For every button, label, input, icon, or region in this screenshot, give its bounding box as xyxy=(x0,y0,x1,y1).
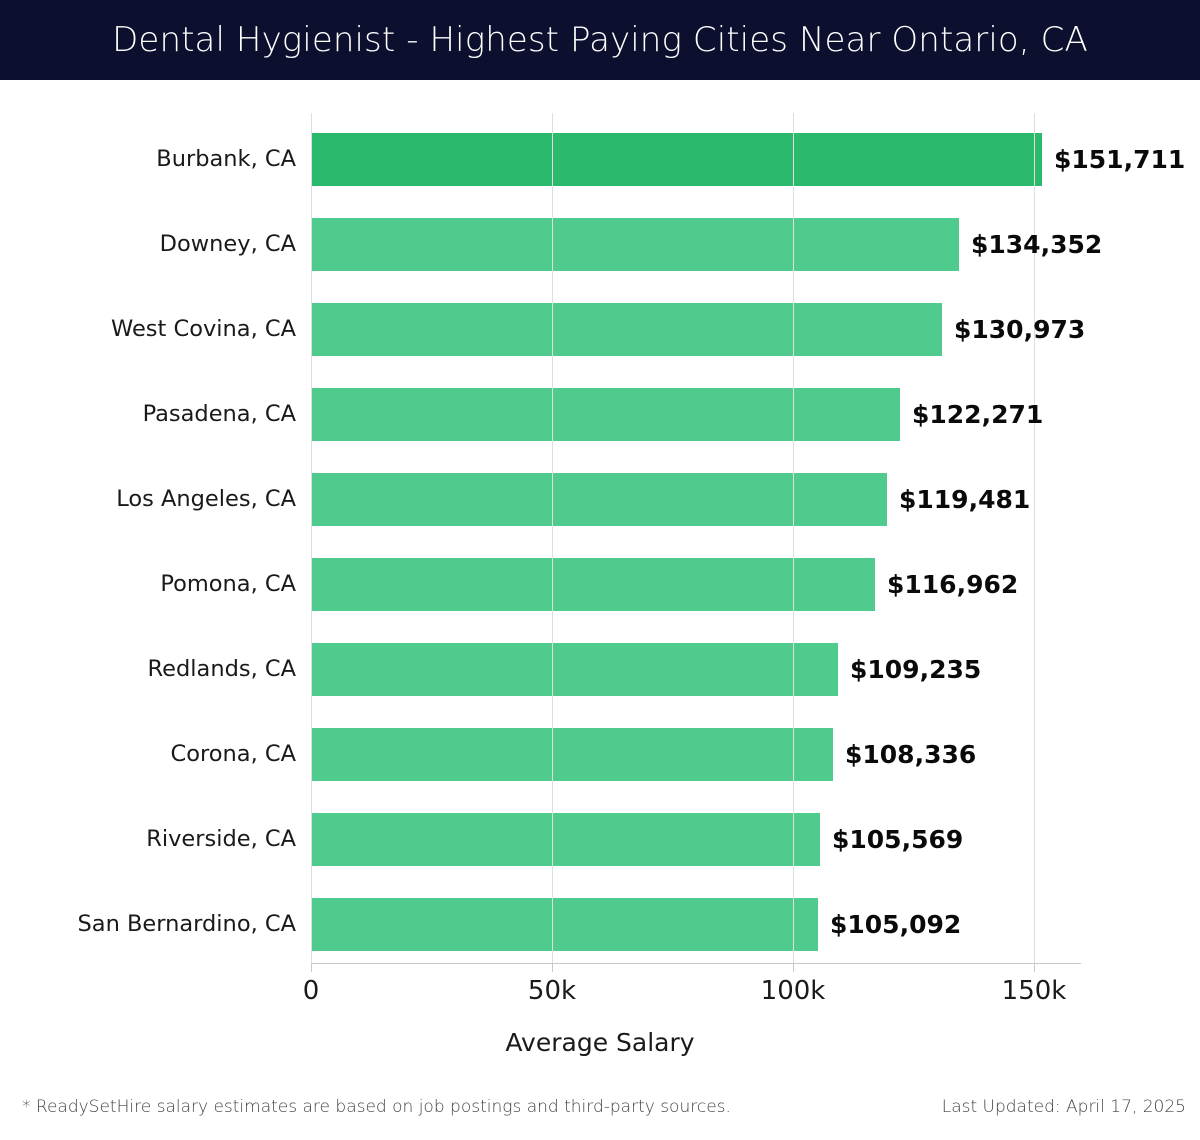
bar[interactable] xyxy=(311,303,942,356)
x-axis-line xyxy=(311,963,1081,964)
bar-row: West Covina, CA $130,973 xyxy=(0,287,1200,372)
x-tick-label: 100k xyxy=(760,976,826,1006)
plot-area: Burbank, CA $151,711 Downey, CA $134,352 Wes… xyxy=(0,80,1200,1140)
bar[interactable] xyxy=(311,643,838,696)
bar[interactable] xyxy=(311,728,833,781)
footer: * ReadySetHire salary estimates are base… xyxy=(0,1097,1200,1127)
bar-value-label: $130,973 xyxy=(954,315,1086,344)
bar-value-label: $108,336 xyxy=(845,740,977,769)
bar-row: Redlands, CA $109,235 xyxy=(0,627,1200,712)
bar[interactable] xyxy=(311,813,820,866)
x-tick-mark xyxy=(793,963,794,972)
bar-row: Pomona, CA $116,962 xyxy=(0,542,1200,627)
x-tick-label: 0 xyxy=(302,976,320,1006)
bar-value-label: $105,569 xyxy=(832,825,964,854)
x-tick-mark xyxy=(1034,963,1035,972)
bar[interactable] xyxy=(311,388,900,441)
bar-value-label: $151,711 xyxy=(1054,145,1186,174)
bar-value-label: $109,235 xyxy=(850,655,982,684)
bar-row: San Bernardino, CA $105,092 xyxy=(0,882,1200,967)
bar-value-label: $134,352 xyxy=(971,230,1103,259)
category-label: Riverside, CA xyxy=(146,826,296,852)
gridline xyxy=(311,113,312,963)
x-tick-mark xyxy=(311,963,312,972)
gridline xyxy=(1034,113,1035,963)
bar-value-label: $116,962 xyxy=(887,570,1019,599)
footer-disclaimer: * ReadySetHire salary estimates are base… xyxy=(22,1097,731,1117)
x-tick-mark xyxy=(552,963,553,972)
chart-header-band: Dental Hygienist - Highest Paying Cities… xyxy=(0,0,1200,80)
category-label: Downey, CA xyxy=(159,231,296,257)
footer-last-updated: Last Updated: April 17, 2025 xyxy=(941,1097,1186,1117)
category-label: Redlands, CA xyxy=(147,656,296,682)
gridline xyxy=(552,113,553,963)
category-label: San Bernardino, CA xyxy=(77,911,297,937)
x-axis-title: Average Salary xyxy=(505,1028,695,1057)
x-tick-label: 150k xyxy=(1001,976,1067,1006)
bar-row: Downey, CA $134,352 xyxy=(0,202,1200,287)
bar-value-label: $105,092 xyxy=(830,910,962,939)
bar-row: Pasadena, CA $122,271 xyxy=(0,372,1200,457)
gridline xyxy=(793,113,794,963)
category-label: Los Angeles, CA xyxy=(116,486,296,512)
bar-row: Burbank, CA $151,711 xyxy=(0,117,1200,202)
category-label: Pasadena, CA xyxy=(142,401,296,427)
bar[interactable] xyxy=(311,473,887,526)
x-tick-label: 50k xyxy=(527,976,577,1006)
category-label: Pomona, CA xyxy=(160,571,296,597)
category-label: West Covina, CA xyxy=(111,316,296,342)
bar[interactable] xyxy=(311,898,818,951)
category-label: Corona, CA xyxy=(170,741,296,767)
bar[interactable] xyxy=(311,133,1042,186)
page-title: Dental Hygienist - Highest Paying Cities… xyxy=(112,20,1088,60)
bar-row: Corona, CA $108,336 xyxy=(0,712,1200,797)
bar[interactable] xyxy=(311,218,959,271)
bar-value-label: $122,271 xyxy=(912,400,1044,429)
bar[interactable] xyxy=(311,558,875,611)
bar-row: Riverside, CA $105,569 xyxy=(0,797,1200,882)
bar-row: Los Angeles, CA $119,481 xyxy=(0,457,1200,542)
category-label: Burbank, CA xyxy=(156,146,296,172)
bar-value-label: $119,481 xyxy=(899,485,1031,514)
